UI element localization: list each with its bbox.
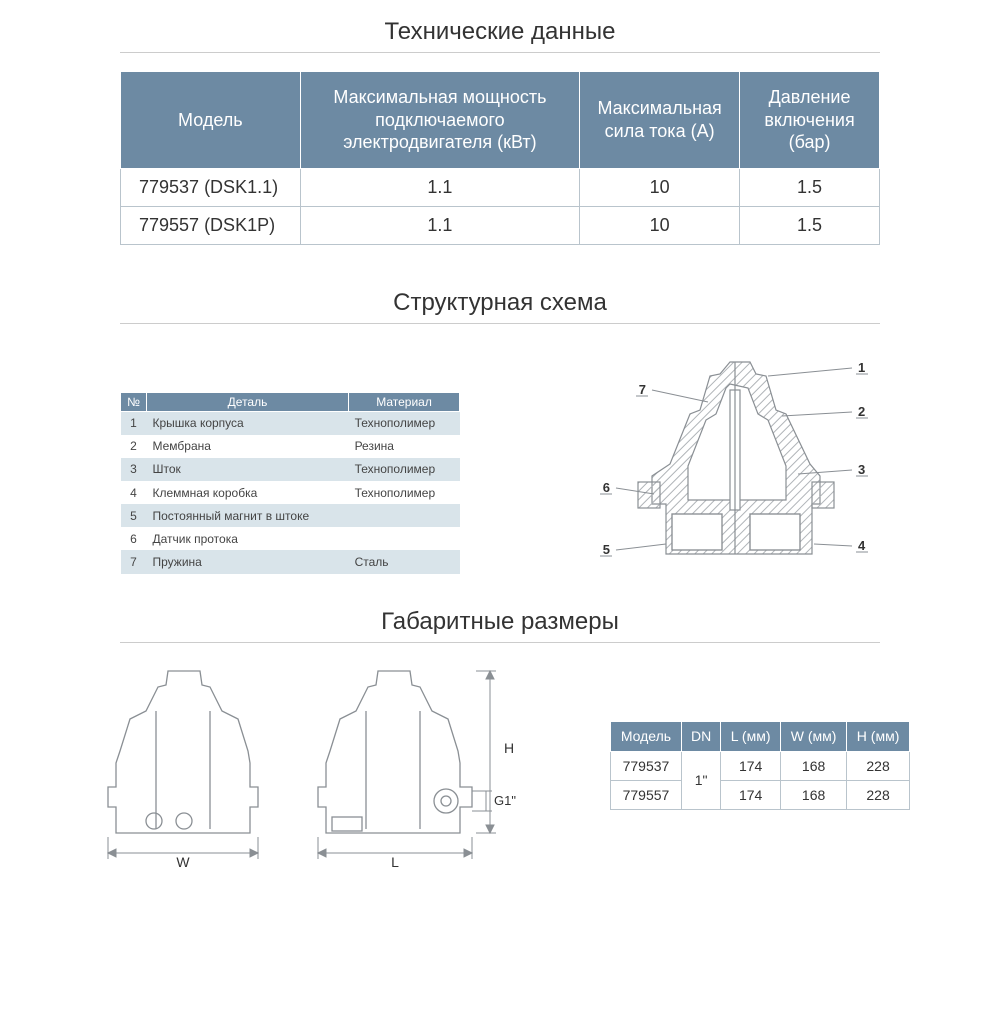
table-row: 779557 174 168 228 — [611, 780, 910, 809]
dims-cell: 168 — [781, 780, 847, 809]
table-row: 7ПружинаСталь — [121, 550, 460, 573]
section-title-dims: Габаритные размеры — [0, 608, 1000, 636]
table-row: 779537 (DSK1.1) 1.1 10 1.5 — [121, 168, 880, 206]
parts-cell: Сталь — [349, 550, 460, 573]
specs-cell: 1.1 — [300, 206, 580, 244]
table-row: 779537 1" 174 168 228 — [611, 751, 910, 780]
parts-cell: 3 — [121, 458, 147, 481]
callout-label: 5 — [603, 542, 610, 557]
section-title-schematic: Структурная схема — [0, 289, 1000, 317]
section-rule — [120, 52, 880, 53]
dim-label-w: W — [176, 854, 190, 870]
parts-cell: 5 — [121, 504, 147, 527]
parts-cell: 6 — [121, 527, 147, 550]
parts-cell: Резина — [349, 435, 460, 458]
table-row: 779557 (DSK1P) 1.1 10 1.5 — [121, 206, 880, 244]
parts-col-0: № — [121, 392, 147, 411]
side-view-svg: L H G1" — [296, 661, 526, 871]
parts-cell: Мембрана — [147, 435, 349, 458]
specs-cell: 1.5 — [740, 168, 880, 206]
table-row: 5Постоянный магнит в штоке — [121, 504, 460, 527]
dims-cell: 779557 — [611, 780, 682, 809]
specs-cell: 1.1 — [300, 168, 580, 206]
dims-col-3: W (мм) — [781, 722, 847, 752]
parts-cell: Пружина — [147, 550, 349, 573]
dims-col-1: DN — [681, 722, 720, 752]
dim-label-g1: G1" — [494, 793, 516, 808]
parts-cell: Шток — [147, 458, 349, 481]
callout-label: 1 — [858, 360, 865, 375]
parts-cell: Постоянный магнит в штоке — [147, 504, 349, 527]
dims-cell: 1" — [681, 751, 720, 809]
schematic-svg: 1 2 3 4 5 6 7 — [580, 354, 880, 574]
parts-cell: Технополимер — [349, 481, 460, 504]
parts-cell: Технополимер — [349, 411, 460, 435]
dimension-drawings: W L — [90, 661, 526, 871]
table-row: 2МембранаРезина — [121, 435, 460, 458]
section-rule — [120, 323, 880, 324]
table-row: 6Датчик протока — [121, 527, 460, 550]
section-rule — [120, 642, 880, 643]
specs-col-3: Давление включения (бар) — [740, 72, 880, 169]
specs-col-2: Максимальная сила тока (А) — [580, 72, 740, 169]
dims-col-0: Модель — [611, 722, 682, 752]
dims-cell: 228 — [847, 751, 910, 780]
specs-col-0: Модель — [121, 72, 301, 169]
specs-cell: 10 — [580, 168, 740, 206]
specs-cell: 1.5 — [740, 206, 880, 244]
parts-cell: 1 — [121, 411, 147, 435]
parts-table: № Деталь Материал 1Крышка корпусаТехнопо… — [120, 392, 460, 574]
specs-cell: 779537 (DSK1.1) — [121, 168, 301, 206]
parts-cell: Клеммная коробка — [147, 481, 349, 504]
dims-col-2: L (мм) — [721, 722, 781, 752]
dims-table: Модель DN L (мм) W (мм) H (мм) 779537 1"… — [610, 721, 910, 810]
specs-cell: 10 — [580, 206, 740, 244]
parts-cell: Технополимер — [349, 458, 460, 481]
dims-cell: 168 — [781, 751, 847, 780]
parts-col-1: Деталь — [147, 392, 349, 411]
dims-cell: 174 — [721, 780, 781, 809]
table-row: 1Крышка корпусаТехнополимер — [121, 411, 460, 435]
schematic-diagram: 1 2 3 4 5 6 7 — [580, 354, 880, 574]
callout-label: 7 — [639, 382, 646, 397]
specs-cell: 779557 (DSK1P) — [121, 206, 301, 244]
callout-label: 6 — [603, 480, 610, 495]
parts-cell: Крышка корпуса — [147, 411, 349, 435]
callout-label: 2 — [858, 404, 865, 419]
parts-cell: 7 — [121, 550, 147, 573]
parts-cell — [349, 504, 460, 527]
parts-cell: Датчик протока — [147, 527, 349, 550]
dim-label-h: H — [504, 740, 514, 756]
dims-cell: 174 — [721, 751, 781, 780]
table-row: 3ШтокТехнополимер — [121, 458, 460, 481]
specs-col-1: Максимальная мощность подключаемого элек… — [300, 72, 580, 169]
dims-cell: 228 — [847, 780, 910, 809]
parts-cell: 2 — [121, 435, 147, 458]
section-title-specs: Технические данные — [0, 18, 1000, 46]
parts-cell — [349, 527, 460, 550]
parts-col-2: Материал — [349, 392, 460, 411]
front-view-svg: W — [90, 661, 270, 871]
dims-col-4: H (мм) — [847, 722, 910, 752]
parts-cell: 4 — [121, 481, 147, 504]
dims-cell: 779537 — [611, 751, 682, 780]
specs-table: Модель Максимальная мощность подключаемо… — [120, 71, 880, 245]
table-row: 4Клеммная коробкаТехнополимер — [121, 481, 460, 504]
dim-label-l: L — [391, 854, 399, 870]
callout-label: 4 — [858, 538, 866, 553]
callout-label: 3 — [858, 462, 865, 477]
